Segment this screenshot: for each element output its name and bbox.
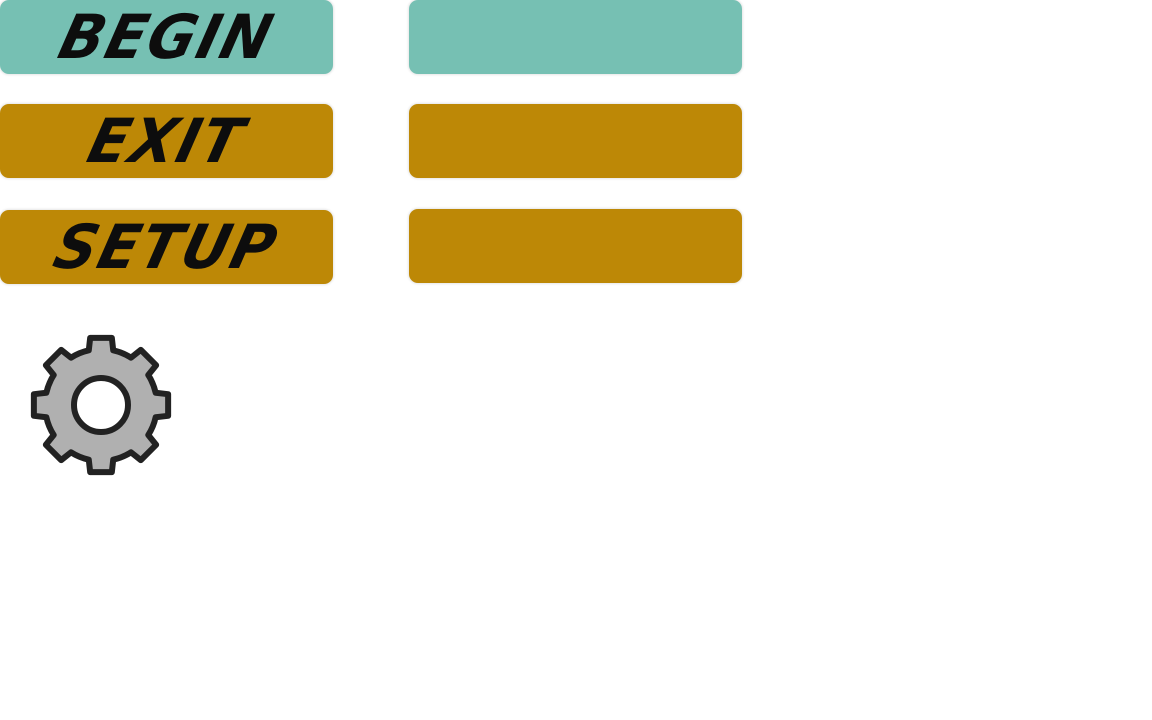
begin-button-blank[interactable]	[409, 0, 742, 74]
exit-button-blank[interactable]	[409, 104, 742, 178]
setup-button-label: SETUP	[49, 217, 285, 278]
begin-button[interactable]: BEGIN	[0, 0, 333, 74]
exit-button[interactable]: EXIT	[0, 104, 333, 178]
gear-icon-hole	[74, 378, 128, 432]
begin-button-label: BEGIN	[53, 7, 280, 68]
gear-icon[interactable]	[28, 332, 174, 478]
setup-button-blank[interactable]	[409, 209, 742, 283]
setup-button[interactable]: SETUP	[0, 210, 333, 284]
exit-button-label: EXIT	[82, 111, 251, 172]
